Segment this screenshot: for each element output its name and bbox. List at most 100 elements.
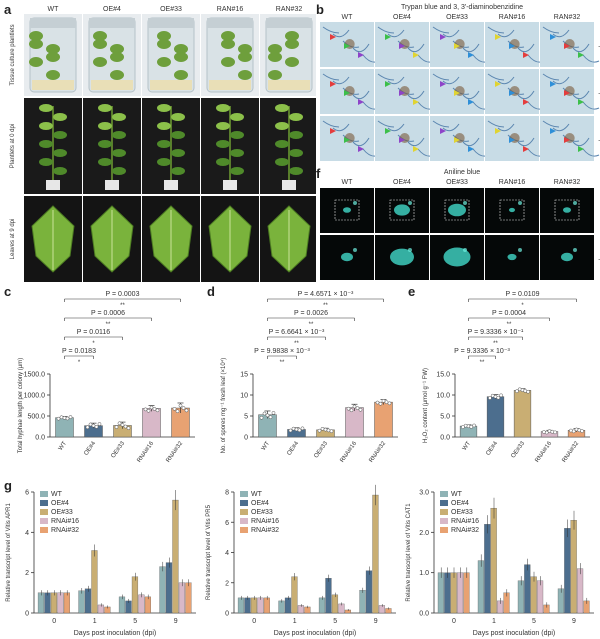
a-photo [24, 196, 82, 282]
bar [503, 592, 510, 614]
x-tick-label: OE#33 [511, 440, 527, 459]
a-photo [142, 196, 200, 282]
x-tick-label: RNAi#32 [165, 440, 184, 464]
b-micrograph [320, 69, 380, 114]
significance-stars: ** [507, 322, 512, 328]
f-title: Aniline blue [444, 169, 480, 176]
bar [543, 604, 550, 614]
legend-label: RNAi#32 [451, 527, 479, 534]
chart-g2: 0 2 4 6 8 Relative transcript level of Vitis … [206, 484, 396, 637]
data-point [375, 400, 380, 405]
legend-swatch [40, 509, 48, 515]
panel-label-f: f [316, 166, 321, 181]
data-point [146, 408, 151, 413]
legend-swatch [240, 500, 248, 506]
f-fluorescence [430, 235, 484, 280]
b-col-label: WT [342, 14, 354, 21]
panel-label-c: c [4, 284, 12, 299]
data-point [499, 393, 503, 398]
f-fluorescence [320, 235, 374, 280]
a-col-label: WT [48, 6, 60, 13]
legend-label: RNAi#16 [251, 518, 279, 525]
legend-swatch [440, 491, 448, 497]
y-tick-label: 3.0 [419, 490, 429, 497]
b-micrograph [375, 22, 435, 67]
b-micrograph [540, 116, 600, 161]
bar [486, 396, 505, 438]
x-tick-label: WT [261, 440, 271, 451]
data-point [178, 403, 183, 408]
significance-stars: ** [106, 322, 111, 328]
f-row-label: 9 dpi [598, 250, 600, 263]
x-tick-label: OE#4 [286, 440, 300, 457]
legend-label: OE#33 [451, 509, 473, 516]
x-tick-label: 9 [174, 618, 178, 625]
p-value: P = 6.6641 × 10⁻³ [269, 329, 325, 336]
significance-stars: ** [309, 322, 314, 328]
x-tick-label: 5 [532, 618, 536, 625]
b-col-label: OE#4 [393, 14, 411, 21]
data-point [152, 407, 157, 411]
b-micrograph [375, 69, 435, 114]
data-point [184, 408, 189, 413]
bar [338, 603, 345, 614]
data-point [68, 415, 73, 419]
y-axis-label: Total hyphae length per colony (μm) [18, 358, 24, 454]
y-tick-label: 0 [225, 611, 229, 618]
data-point [65, 416, 70, 421]
panel-label-e: e [408, 284, 416, 299]
bar [78, 590, 85, 614]
y-tick-label: 6 [225, 520, 229, 527]
legend-label: OE#4 [51, 500, 69, 507]
a-photo [83, 98, 141, 194]
bar [385, 608, 392, 614]
bar [490, 507, 497, 614]
y-tick-label: 500.0 [27, 414, 45, 421]
x-tick-label: RNAi#16 [136, 440, 155, 464]
data-point [323, 427, 328, 432]
legend-label: OE#33 [51, 509, 73, 516]
legend-label: WT [451, 491, 463, 498]
bar [564, 528, 571, 614]
p-value: P = 9.3336 × 10⁻¹ [468, 329, 524, 336]
y-tick-label: 2 [225, 580, 229, 587]
legend-swatch [240, 518, 248, 524]
bar [55, 417, 74, 438]
bar [50, 592, 58, 614]
x-axis-label: Days post inoculation (dpi) [74, 630, 157, 637]
b-micrograph [485, 116, 545, 161]
legend-swatch [440, 509, 448, 515]
x-tick-label: OE#33 [111, 440, 127, 459]
b-micrograph [485, 22, 545, 67]
bar [104, 606, 111, 614]
bar [263, 597, 271, 614]
data-point [381, 399, 386, 403]
data-point [515, 389, 519, 394]
p-value: P = 0.0004 [492, 310, 526, 317]
y-axis-label: No. of spores mg⁻¹ fresh leaf (×10⁴) [220, 358, 227, 454]
data-point [329, 429, 334, 434]
bar [278, 600, 285, 614]
b-col-label: OE#33 [446, 14, 468, 21]
bar [570, 520, 577, 614]
f-fluorescence [375, 235, 429, 280]
a-col-label: OE#33 [160, 6, 182, 13]
legend-label: WT [251, 491, 263, 498]
data-point [297, 428, 302, 433]
bar [144, 596, 152, 614]
bar [304, 606, 311, 614]
p-value: P = 4.6571 × 10⁻³ [298, 291, 354, 298]
bar [344, 609, 352, 614]
b-col-label: RAN#32 [554, 14, 581, 21]
data-point [300, 426, 305, 431]
y-tick-label: 15.0 [436, 372, 450, 379]
bar [513, 390, 532, 438]
bar [537, 580, 544, 614]
legend-swatch [40, 491, 48, 497]
data-point [117, 421, 122, 426]
bar [463, 572, 470, 614]
data-point [378, 401, 383, 406]
data-point [288, 428, 293, 433]
legend-swatch [40, 500, 48, 506]
